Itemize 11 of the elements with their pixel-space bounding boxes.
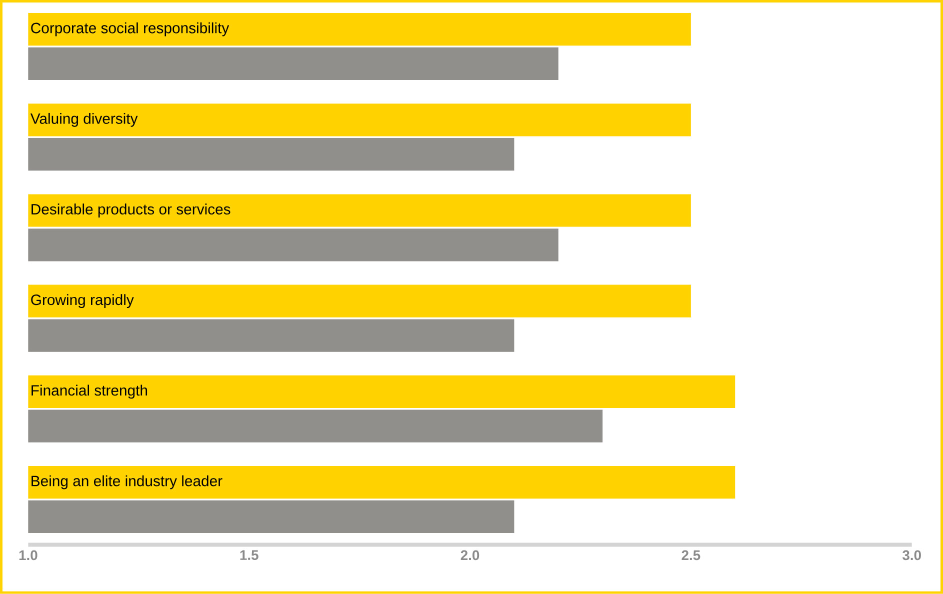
x-tick-label: 2.5 [682, 550, 700, 560]
y-tick-label: Corporate social responsibility [31, 22, 230, 36]
y-tick-label: Growing rapidly [31, 294, 134, 308]
x-tick-label: 2.0 [460, 550, 480, 560]
x-tick-label: 3.0 [902, 550, 921, 560]
y-tick-label: Financial strength [32, 384, 148, 399]
x-tick-label: 1.0 [19, 550, 38, 560]
y-tick-label: Being an elite industry leader [32, 475, 222, 490]
x-tick-label: 1.5 [240, 550, 258, 560]
y-tick-label: Desirable products or services [32, 204, 230, 218]
y-tick-label: Valuing diversity [30, 113, 138, 127]
